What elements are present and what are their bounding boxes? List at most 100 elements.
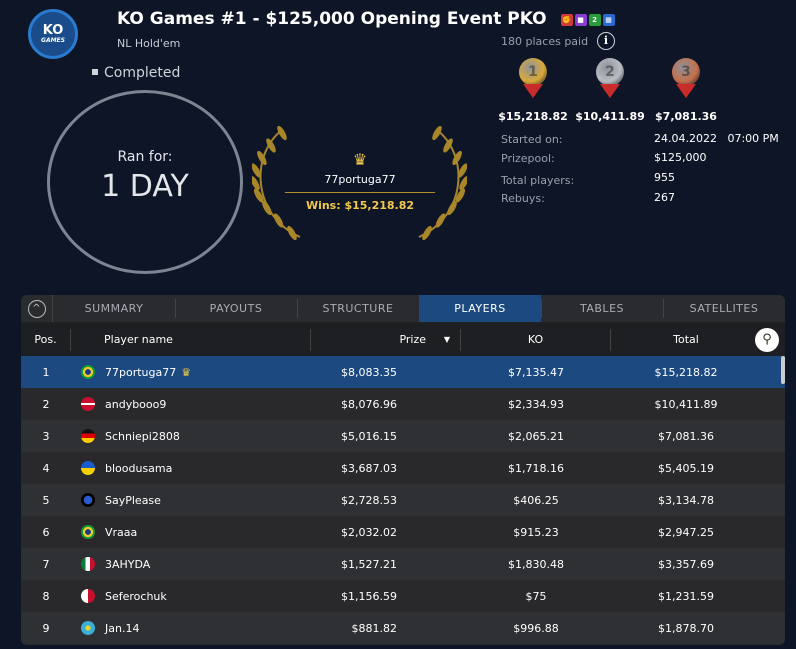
prize: $3,687.03 bbox=[341, 461, 397, 475]
table-row[interactable]: 4 bloodusama $3,687.03 $1,718.16 $5,405.… bbox=[21, 452, 785, 484]
player-cell: Vraaa bbox=[71, 525, 311, 539]
2nd-chance-icon: 2 bbox=[588, 14, 601, 26]
ko: $915.23 bbox=[513, 525, 559, 539]
laurel-leaf bbox=[447, 200, 457, 216]
total: $10,411.89 bbox=[654, 397, 718, 411]
player-cell: 77portuga77 ♛ bbox=[71, 365, 311, 379]
laurel-leaf bbox=[422, 225, 432, 241]
table-row[interactable]: 6 Vraaa $2,032.02 $915.23 $2,947.25 bbox=[21, 516, 785, 548]
places-paid: 180 places paid bbox=[501, 35, 589, 48]
tournament-title: KO Games #1 - $125,000 Opening Event PKO… bbox=[117, 9, 615, 29]
game-type: NL Hold'em bbox=[117, 37, 181, 50]
position: 1 bbox=[42, 365, 50, 379]
total: $3,357.69 bbox=[658, 557, 714, 571]
player-name[interactable]: Jan.14 bbox=[105, 621, 140, 635]
tab-summary[interactable]: SUMMARY bbox=[84, 302, 144, 315]
position: 2 bbox=[42, 397, 50, 411]
search-button[interactable]: ⚲ bbox=[755, 328, 779, 352]
player-name[interactable]: Vraaa bbox=[105, 525, 138, 539]
header-player-name[interactable]: Player name bbox=[71, 328, 311, 351]
player-name[interactable]: andybooo9 bbox=[105, 397, 167, 411]
tab-players[interactable]: PLAYERS bbox=[419, 295, 541, 322]
started-value: 24.04.2022 07:00 PM bbox=[654, 132, 779, 145]
prize: $5,016.15 bbox=[341, 429, 397, 443]
player-name[interactable]: SayPlease bbox=[105, 493, 161, 507]
ko: $2,334.93 bbox=[508, 397, 564, 411]
prize: $2,728.53 bbox=[341, 493, 397, 507]
table-row[interactable]: 8 Seferochuk $1,156.59 $75 $1,231.59 bbox=[21, 580, 785, 612]
tab-satellites[interactable]: SATELLITES bbox=[663, 295, 785, 322]
bounty-icon: ✊ bbox=[560, 14, 573, 26]
laurel-leaf bbox=[273, 213, 284, 228]
medal-2-amount: $10,411.89 bbox=[575, 110, 645, 123]
crown-icon: ♛ bbox=[181, 365, 192, 379]
players-panel: ^ SUMMARY PAYOUTS STRUCTURE PLAYERS TABLES SA… bbox=[21, 295, 785, 645]
header-pos[interactable]: Pos. bbox=[21, 328, 71, 351]
table-row[interactable]: 9 Jan.14 $881.82 $996.88 $1,878.70 bbox=[21, 612, 785, 644]
ko-games-logo: KO GAMES bbox=[28, 9, 78, 59]
player-cell: Seferochuk bbox=[71, 589, 311, 603]
prize: $881.82 bbox=[351, 621, 398, 635]
laurel-leaf bbox=[452, 150, 462, 166]
player-cell: andybooo9 bbox=[71, 397, 311, 411]
header-ko[interactable]: KO bbox=[461, 328, 611, 351]
flag-br-icon bbox=[81, 365, 95, 379]
laurel-leaf bbox=[287, 225, 297, 241]
sort-desc-icon: ▼ bbox=[443, 334, 450, 344]
table-row[interactable]: 7 3AHYDA $1,527.21 $1,830.48 $3,357.69 bbox=[21, 548, 785, 580]
tab-structure[interactable]: STRUCTURE bbox=[297, 295, 419, 322]
search-icon: ⚲ bbox=[762, 332, 772, 347]
ko: $2,065.21 bbox=[508, 429, 564, 443]
rebuys-value: 267 bbox=[654, 191, 675, 204]
prize: $2,032.02 bbox=[341, 525, 397, 539]
laurel-leaf bbox=[432, 125, 442, 141]
flag-br-icon bbox=[81, 525, 95, 539]
laurel-leaf bbox=[455, 188, 466, 203]
flag-ua-icon bbox=[81, 461, 95, 475]
ko: $406.25 bbox=[513, 493, 559, 507]
player-cell: Jan.14 bbox=[71, 621, 311, 635]
table-row[interactable]: 3 Schniepi2808 $5,016.15 $2,065.21 $7,08… bbox=[21, 420, 785, 452]
total: $1,878.70 bbox=[658, 621, 714, 635]
player-name[interactable]: Schniepi2808 bbox=[105, 429, 180, 443]
collapse-button[interactable]: ^ bbox=[21, 295, 53, 322]
player-cell: bloodusama bbox=[71, 461, 311, 475]
tab-tables[interactable]: TABLES bbox=[541, 295, 663, 322]
calendar-icon: ▦ bbox=[602, 14, 615, 26]
player-cell: Schniepi2808 bbox=[71, 429, 311, 443]
table-row[interactable]: 1 77portuga77 ♛ $8,083.35 $7,135.47 $15,2… bbox=[21, 356, 785, 388]
prize: $8,083.35 bbox=[341, 365, 397, 379]
table-header: Pos. Player name Prize ▼ KO Total ⚲ bbox=[21, 323, 785, 356]
total: $3,134.78 bbox=[658, 493, 714, 507]
player-cell: 3AHYDA bbox=[71, 557, 311, 571]
flag-mx-icon bbox=[81, 557, 95, 571]
laurel-leaf bbox=[266, 138, 276, 153]
player-name[interactable]: 3AHYDA bbox=[105, 557, 151, 571]
info-icon[interactable]: i bbox=[597, 32, 615, 50]
medal-1-icon: 1 bbox=[518, 58, 548, 102]
players-table: 1 77portuga77 ♛ $8,083.35 $7,135.47 $15,2… bbox=[21, 356, 785, 644]
winner-card: ♛ 77portuga77 Wins: $15,218.82 bbox=[285, 150, 435, 212]
scrollbar[interactable] bbox=[781, 356, 785, 384]
header-total[interactable]: Total bbox=[673, 332, 699, 346]
laurel-leaf bbox=[458, 163, 467, 178]
medal-3-icon: 3 bbox=[671, 58, 701, 102]
total-players-value: 955 bbox=[654, 171, 675, 184]
total: $1,231.59 bbox=[658, 589, 714, 603]
laurel-leaf bbox=[252, 175, 260, 191]
laurel-leaf bbox=[252, 163, 261, 178]
medal-1-amount: $15,218.82 bbox=[498, 110, 568, 123]
prize: $8,076.96 bbox=[341, 397, 397, 411]
position: 7 bbox=[42, 557, 50, 571]
position: 8 bbox=[42, 589, 50, 603]
table-row[interactable]: 5 SayPlease $2,728.53 $406.25 $3,134.78 bbox=[21, 484, 785, 516]
player-name[interactable]: Seferochuk bbox=[105, 589, 167, 603]
duration-ring: Ran for: 1 DAY bbox=[47, 90, 243, 274]
tab-bar: ^ SUMMARY PAYOUTS STRUCTURE PLAYERS TABLES SA… bbox=[21, 295, 785, 323]
table-row[interactable]: 2 andybooo9 $8,076.96 $2,334.93 $10,411.… bbox=[21, 388, 785, 420]
player-name[interactable]: bloodusama bbox=[105, 461, 173, 475]
tab-payouts[interactable]: PAYOUTS bbox=[175, 295, 297, 322]
header-prize[interactable]: Prize ▼ bbox=[311, 328, 461, 351]
player-name[interactable]: 77portuga77 bbox=[105, 365, 177, 379]
flag-mt-icon bbox=[81, 589, 95, 603]
